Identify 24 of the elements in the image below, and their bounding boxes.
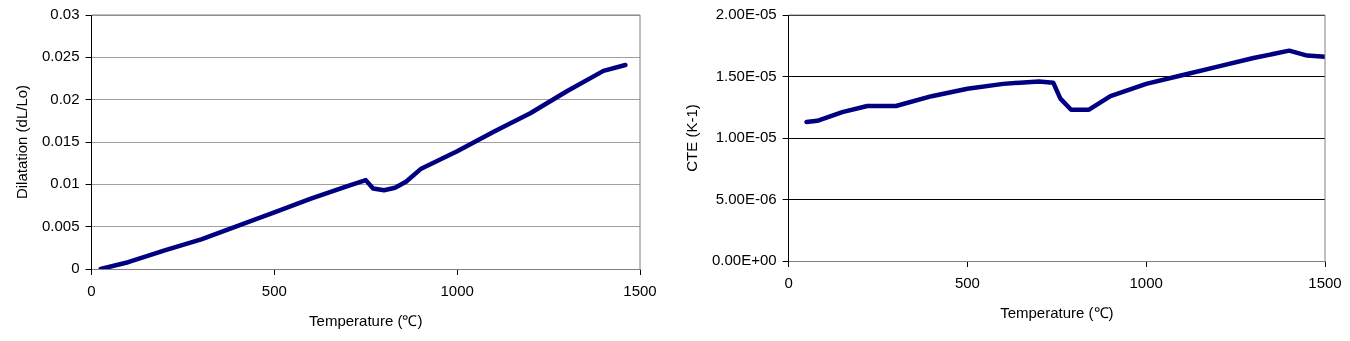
y-tick-label: 2.00E-05: [715, 5, 777, 23]
y-axis-title: Dilatation (dL/Lo): [13, 84, 31, 200]
y-tick-label: 0: [71, 259, 80, 277]
y-tick-label: 1.00E-05: [715, 128, 777, 146]
y-tick-label: 0.02: [50, 89, 80, 107]
y-tick-label: 0.03: [50, 5, 80, 23]
y-tick-label: 0.025: [41, 47, 80, 65]
y-tick-label: 5.00E-06: [715, 189, 777, 207]
x-tick-label: 1500: [623, 282, 657, 300]
x-tick-label: 500: [261, 282, 287, 300]
x-tick-label: 1500: [1308, 274, 1342, 292]
y-tick-label: 0.015: [41, 132, 80, 150]
x-tick-label: 1000: [1129, 274, 1163, 292]
x-axis-title: Temperature (℃): [309, 312, 423, 330]
y-axis-title: CTE (K-1): [683, 104, 701, 172]
x-tick-label: 0: [87, 282, 96, 300]
y-tick-label: 0.01: [50, 174, 80, 192]
x-tick-label: 1000: [440, 282, 474, 300]
x-axis-title: Temperature (℃): [1000, 304, 1114, 322]
x-tick-label: 0: [784, 274, 793, 292]
y-tick-label: 0.005: [41, 216, 80, 234]
y-tick-label: 1.50E-05: [715, 66, 777, 84]
x-tick-label: 500: [954, 274, 980, 292]
y-tick-label: 0.00E+00: [711, 251, 777, 269]
